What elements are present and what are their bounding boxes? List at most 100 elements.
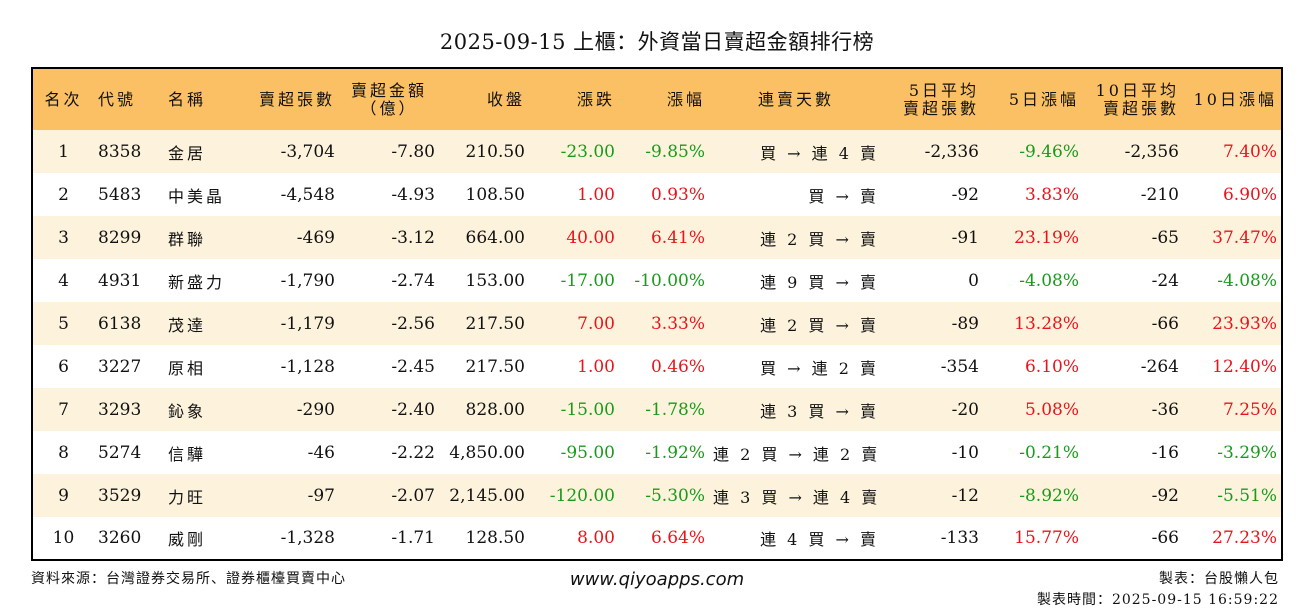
cell-avg10: -2,356 <box>1124 141 1179 162</box>
cell-sell-shares: -1,128 <box>280 356 335 377</box>
cell-pct5: 3.83% <box>1024 184 1079 205</box>
cell-pct5: 15.77% <box>1014 528 1079 548</box>
cell-name: 力旺 <box>168 487 207 507</box>
cell-name: 茂達 <box>168 315 207 335</box>
table-row: 1 8358 金居 -3,704 -7.80 210.50 -23.00 -9.85% 買 → … <box>32 130 1282 173</box>
cell-code: 5483 <box>98 184 142 205</box>
cell-change-pct: -9.85% <box>645 141 705 162</box>
header-code: 代號 <box>98 89 137 109</box>
cell-avg10: -16 <box>1151 442 1179 463</box>
cell-code: 3529 <box>98 485 142 506</box>
cell-name: 金居 <box>168 143 207 163</box>
cell-close: 217.50 <box>465 313 525 334</box>
ranking-table: 名次 代號 名稱 賣超張數 賣超金額 （億） 收盤 漲跌 漲幅 連賣天數 5日平… <box>31 67 1283 561</box>
cell-sell-shares: -97 <box>307 485 335 506</box>
cell-rank: 2 <box>58 184 69 205</box>
table-row: 8 5274 信驊 -46 -2.22 4,850.00 -95.00 -1.92% 連 2 買… <box>32 431 1282 474</box>
cell-avg5: -2,336 <box>924 141 979 162</box>
header-avg5-line1: 5日平均 <box>908 80 979 100</box>
cell-pct10: 37.47% <box>1212 227 1277 248</box>
cell-change-pct: 6.64% <box>650 528 705 548</box>
cell-sell-shares: -1,328 <box>280 528 335 548</box>
cell-code: 5274 <box>98 442 142 463</box>
cell-pct5: 13.28% <box>1014 313 1079 334</box>
header-avg10-line1: 10日平均 <box>1095 80 1179 100</box>
cell-pct5: -4.08% <box>1019 270 1079 291</box>
cell-avg10: -65 <box>1151 227 1179 248</box>
cell-close: 217.50 <box>465 356 525 377</box>
table-row: 10 3260 威剛 -1,328 -1.71 128.50 8.00 6.64% 連 4 買 … <box>32 517 1282 560</box>
cell-days: 連 3 買 → 賣 <box>760 401 879 421</box>
cell-change-pct: -1.78% <box>645 399 705 420</box>
cell-sell-amount: -2.56 <box>391 313 435 334</box>
cell-sell-amount: -2.22 <box>391 442 435 463</box>
cell-change: 8.00 <box>577 528 615 548</box>
cell-days: 連 3 買 → 連 4 賣 <box>713 487 881 507</box>
cell-change-pct: -5.30% <box>645 485 705 506</box>
header-pct5: 5日漲幅 <box>1008 89 1079 109</box>
cell-avg5: 0 <box>968 270 979 291</box>
cell-change-pct: -10.00% <box>634 270 705 291</box>
cell-avg5: -133 <box>940 528 979 548</box>
maker-label: 製表：台股懶人包 <box>1159 571 1279 587</box>
cell-code: 4931 <box>98 270 142 291</box>
website-url: www.qiyoapps.com <box>569 569 745 590</box>
cell-days: 買 → 賣 <box>808 186 879 206</box>
data-source: 資料來源：台灣證券交易所、證券櫃檯買賣中心 <box>31 571 346 587</box>
cell-days: 連 4 買 → 賣 <box>760 530 879 549</box>
cell-pct10: -4.08% <box>1217 270 1277 291</box>
cell-sell-amount: -2.74 <box>391 270 435 291</box>
table-row: 6 3227 原相 -1,128 -2.45 217.50 1.00 0.46% 買 → 連 2… <box>32 345 1282 388</box>
cell-code: 3293 <box>98 399 142 420</box>
cell-code: 3260 <box>98 528 142 548</box>
cell-close: 210.50 <box>465 141 525 162</box>
header-avg10: 10日平均 賣超張數 <box>1083 68 1183 130</box>
cell-name: 信驊 <box>168 444 207 464</box>
cell-change: -120.00 <box>549 485 615 506</box>
cell-avg5: -92 <box>951 184 979 205</box>
cell-code: 8358 <box>98 141 142 162</box>
cell-avg5: -89 <box>951 313 979 334</box>
cell-rank: 4 <box>58 270 69 291</box>
cell-change-pct: 6.41% <box>650 227 705 248</box>
cell-name: 威剛 <box>168 530 207 549</box>
cell-change-pct: -1.92% <box>645 442 705 463</box>
header-avg10-line2: 賣超張數 <box>1102 98 1179 118</box>
cell-rank: 10 <box>52 528 75 548</box>
header-sell-shares: 賣超張數 <box>258 89 335 109</box>
header-sell-amount-line1: 賣超金額 <box>350 80 427 100</box>
cell-pct10: 23.93% <box>1212 313 1277 334</box>
cell-sell-shares: -46 <box>307 442 335 463</box>
cell-avg5: -20 <box>951 399 979 420</box>
cell-sell-shares: -3,704 <box>280 141 335 162</box>
cell-change: 1.00 <box>577 184 615 205</box>
cell-close: 153.00 <box>465 270 525 291</box>
cell-code: 6138 <box>98 313 142 334</box>
cell-days: 連 9 買 → 賣 <box>760 272 879 292</box>
cell-sell-amount: -7.80 <box>391 141 435 162</box>
cell-close: 664.00 <box>465 227 525 248</box>
cell-change: -23.00 <box>560 141 615 162</box>
cell-pct10: 7.25% <box>1222 399 1277 420</box>
cell-close: 108.50 <box>465 184 525 205</box>
cell-name: 新盛力 <box>168 272 226 292</box>
cell-code: 8299 <box>98 227 142 248</box>
cell-sell-shares: -290 <box>296 399 335 420</box>
cell-avg5: -354 <box>940 356 979 377</box>
cell-pct10: 6.90% <box>1222 184 1277 205</box>
cell-avg5: -10 <box>951 442 979 463</box>
table-row: 2 5483 中美晶 -4,548 -4.93 108.50 1.00 0.93% 買 → 賣 -… <box>32 173 1282 216</box>
cell-change: 40.00 <box>566 227 615 248</box>
cell-days: 買 → 連 4 賣 <box>760 143 879 163</box>
cell-pct10: -5.51% <box>1217 485 1277 506</box>
header-change-pct: 漲幅 <box>666 89 705 109</box>
cell-name: 中美晶 <box>168 186 226 206</box>
cell-change: 1.00 <box>577 356 615 377</box>
header-pct10: 10日漲幅 <box>1193 89 1277 109</box>
cell-days: 連 2 買 → 賣 <box>760 229 879 249</box>
cell-close: 828.00 <box>465 399 525 420</box>
page-title: 2025-09-15 上櫃：外資當日賣超金額排行榜 <box>439 30 875 54</box>
cell-sell-amount: -1.71 <box>391 528 435 548</box>
table-row: 9 3529 力旺 -97 -2.07 2,145.00 -120.00 -5.30% 連 3 … <box>32 474 1282 517</box>
cell-rank: 7 <box>58 399 69 420</box>
